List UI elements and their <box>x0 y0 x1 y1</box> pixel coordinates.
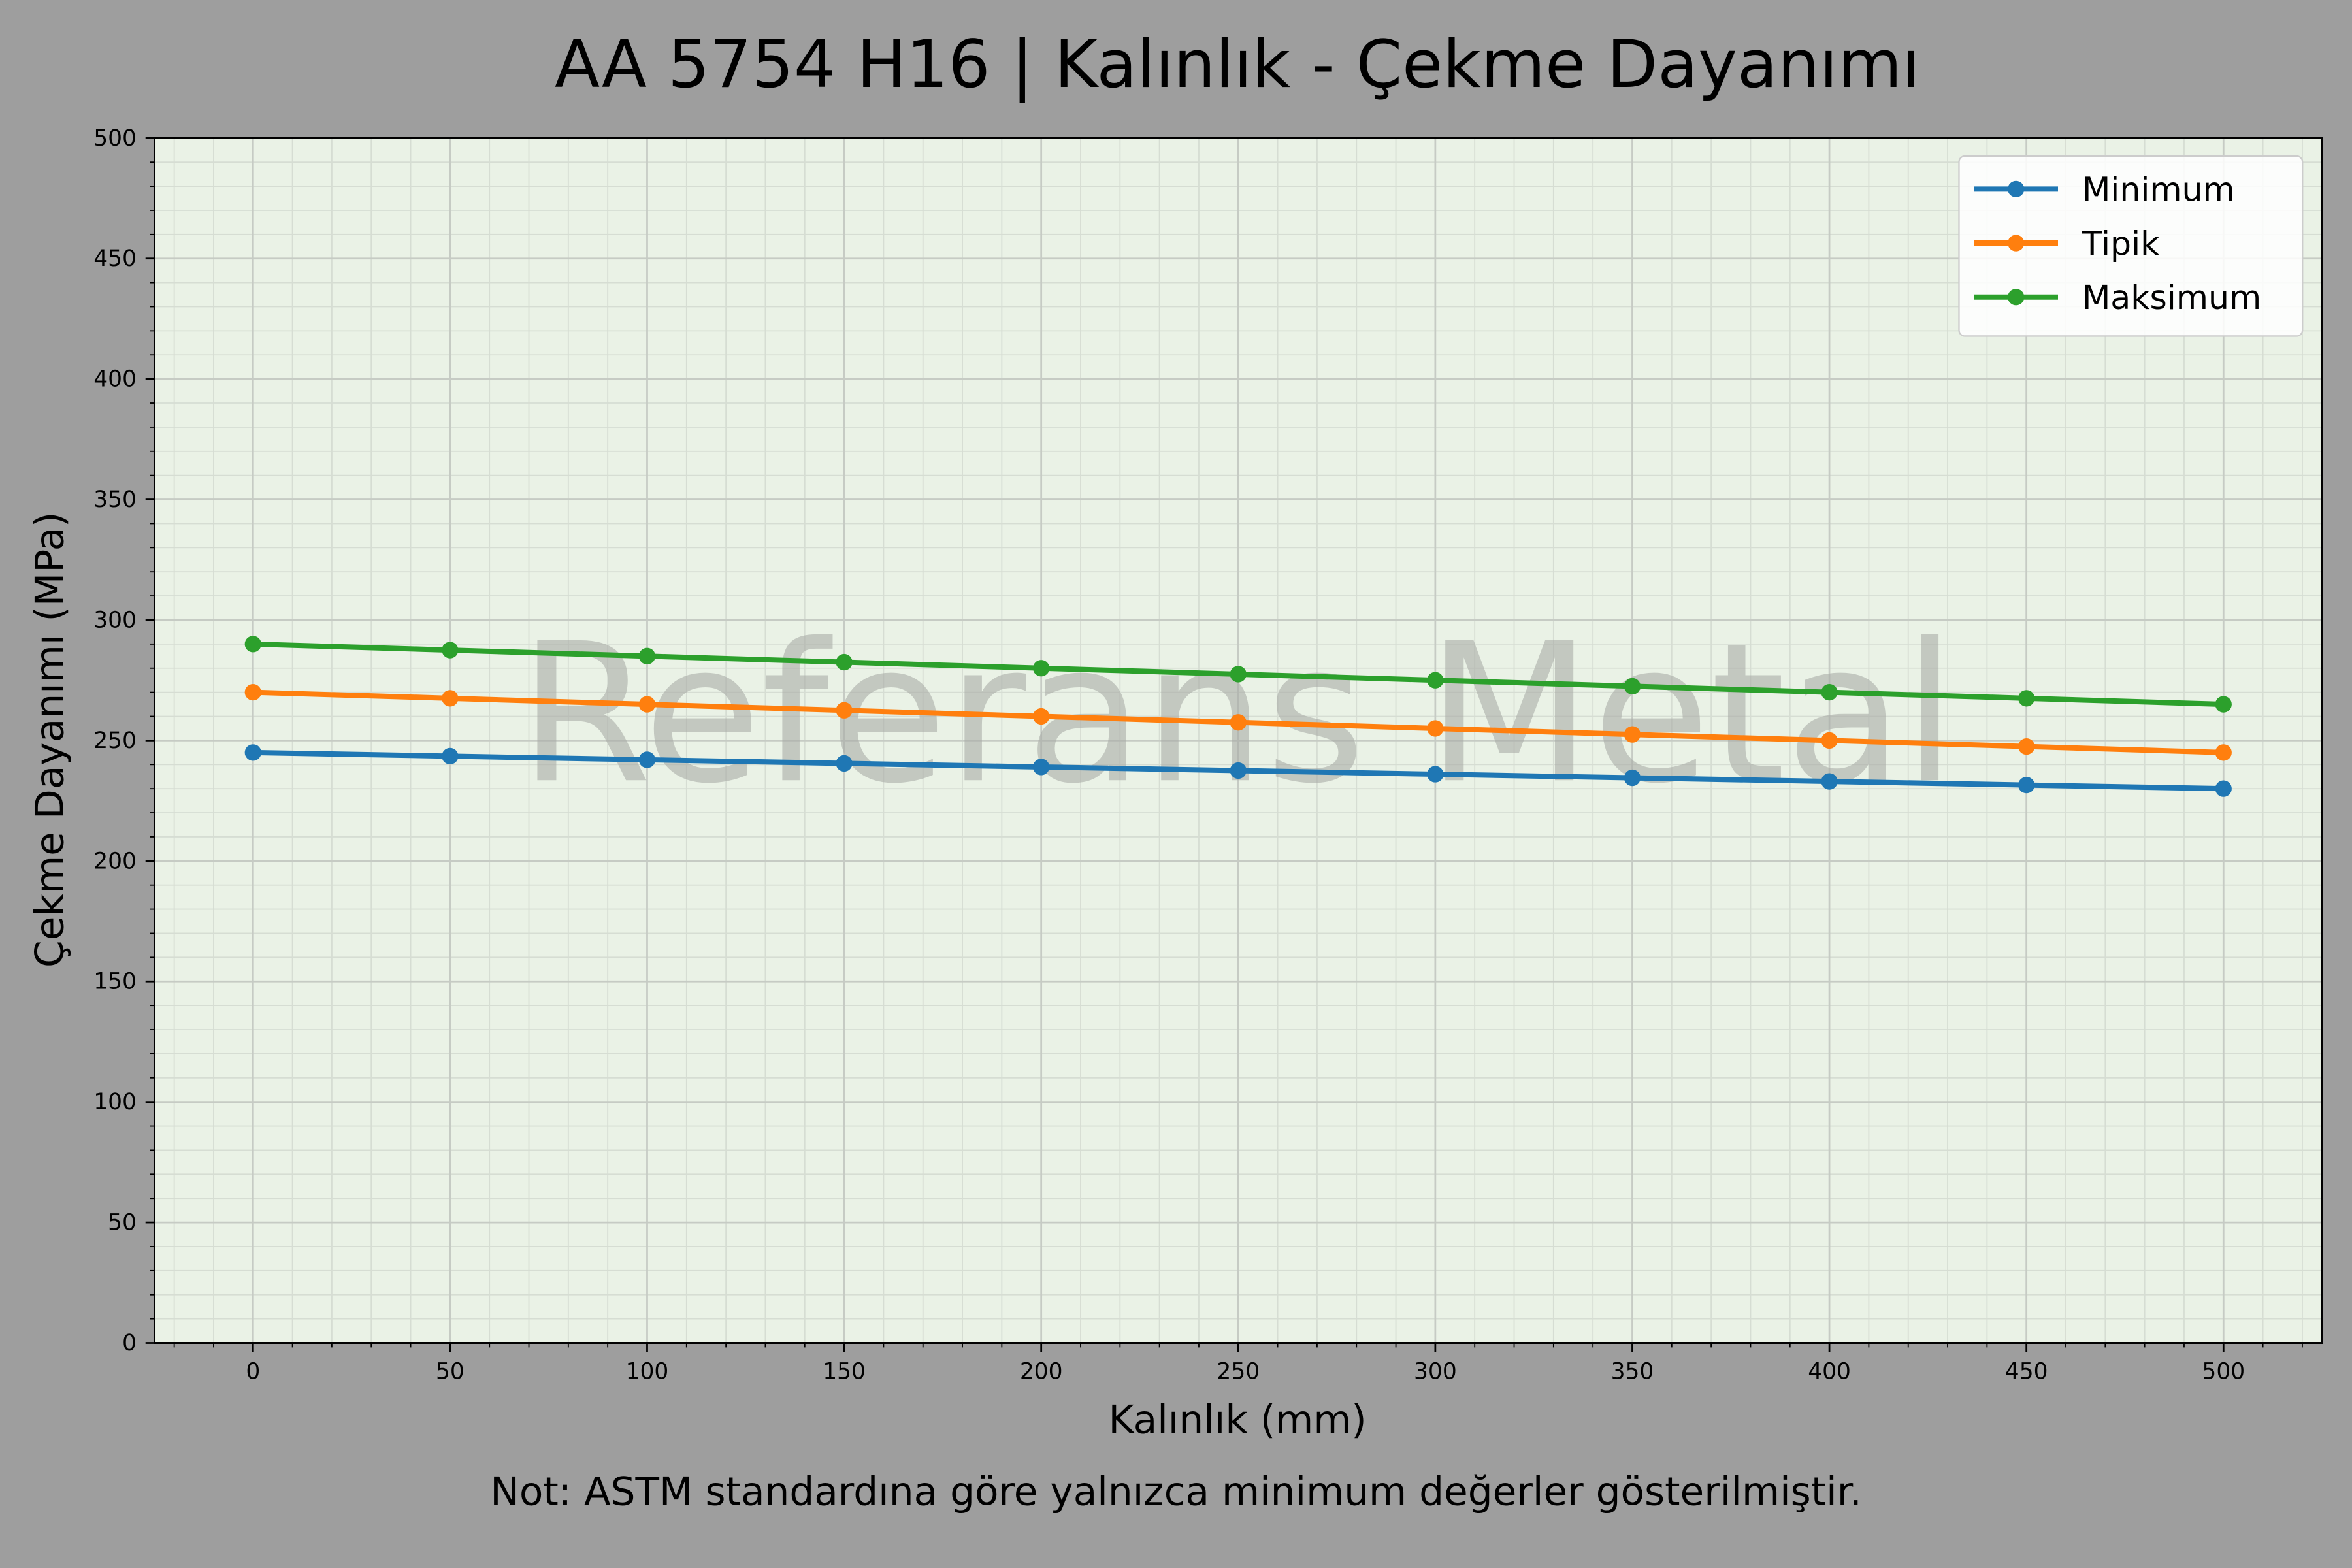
data-point-maksimum <box>1821 683 1838 701</box>
data-point-maksimum <box>1624 678 1641 695</box>
y-tick-label: 150 <box>93 969 137 995</box>
legend-box <box>1958 155 2304 337</box>
data-point-maksimum <box>2018 690 2035 707</box>
data-point-minimum <box>2018 777 2035 794</box>
x-tick-label: 300 <box>1414 1359 1457 1385</box>
x-tick-label: 100 <box>626 1359 669 1385</box>
grid <box>154 137 2323 1344</box>
data-point-maksimum <box>836 653 853 671</box>
x-axis-label: Kalınlık (mm) <box>1109 1397 1367 1443</box>
y-tick-label: 200 <box>93 848 137 874</box>
legend-label: Tipik <box>2082 224 2160 263</box>
data-point-minimum <box>2215 780 2232 797</box>
data-point-tipik <box>638 696 656 713</box>
x-tick-label: 350 <box>1611 1359 1654 1385</box>
footnote: Not: ASTM standardına göre yalnızca mini… <box>490 1470 1862 1515</box>
data-point-maksimum <box>244 636 261 653</box>
y-tick-label: 0 <box>122 1330 137 1356</box>
data-point-tipik <box>1624 726 1641 743</box>
data-point-tipik <box>836 702 853 719</box>
data-point-maksimum <box>442 642 459 659</box>
data-point-minimum <box>1427 766 1444 783</box>
data-point-maksimum <box>1427 672 1444 689</box>
data-point-minimum <box>1033 759 1050 776</box>
legend-marker-maksimum <box>2008 289 2025 306</box>
data-point-tipik <box>1033 708 1050 725</box>
legend-label: Minimum <box>2082 171 2235 209</box>
data-point-minimum <box>836 755 853 772</box>
data-point-minimum <box>1821 773 1838 790</box>
x-tick-label: 400 <box>1808 1359 1851 1385</box>
data-point-maksimum <box>1230 666 1247 683</box>
data-point-maksimum <box>1033 660 1050 677</box>
y-tick-label: 50 <box>108 1210 137 1236</box>
y-tick-label: 350 <box>93 487 137 513</box>
legend-label: Maksimum <box>2082 278 2261 317</box>
data-point-minimum <box>442 747 459 765</box>
x-tick-label: 450 <box>2005 1359 2048 1385</box>
data-point-tipik <box>1821 732 1838 749</box>
legend-marker-minimum <box>2008 180 2025 198</box>
data-point-tipik <box>1230 714 1247 731</box>
x-tick-label: 50 <box>436 1359 465 1385</box>
y-tick-label: 450 <box>93 246 137 272</box>
x-tick-label: 0 <box>246 1359 260 1385</box>
x-tick-label: 150 <box>823 1359 866 1385</box>
x-tick-label: 500 <box>2202 1359 2245 1385</box>
data-point-tipik <box>2018 738 2035 755</box>
legend: Minimum Tipik Maksimum <box>1958 155 2304 337</box>
data-point-tipik <box>244 683 261 701</box>
data-point-tipik <box>1427 720 1444 737</box>
series-group <box>244 636 2232 797</box>
y-axis-label: Çekme Dayanımı (MPa) <box>27 512 73 968</box>
y-tick-label: 100 <box>93 1089 137 1115</box>
chart-title: AA 5754 H16 | Kalınlık - Çekme Dayanımı <box>555 25 1920 103</box>
x-tick-label: 200 <box>1020 1359 1063 1385</box>
y-tick-label: 250 <box>93 728 137 754</box>
x-tick-label: 250 <box>1217 1359 1260 1385</box>
y-tick-label: 300 <box>93 607 137 633</box>
data-point-maksimum <box>2215 696 2232 713</box>
data-point-minimum <box>244 744 261 761</box>
data-point-tipik <box>2215 744 2232 761</box>
y-tick-label: 500 <box>93 125 137 152</box>
data-point-minimum <box>1230 762 1247 779</box>
data-point-minimum <box>1624 769 1641 787</box>
ticks: 0 50 100 150 200 250 300 350 400 450 500 0 50 100 150 2… <box>93 125 2303 1385</box>
legend-marker-tipik <box>2008 235 2025 252</box>
data-point-minimum <box>638 751 656 768</box>
data-point-tipik <box>442 690 459 707</box>
y-tick-label: 400 <box>93 367 137 393</box>
data-point-maksimum <box>638 647 656 664</box>
